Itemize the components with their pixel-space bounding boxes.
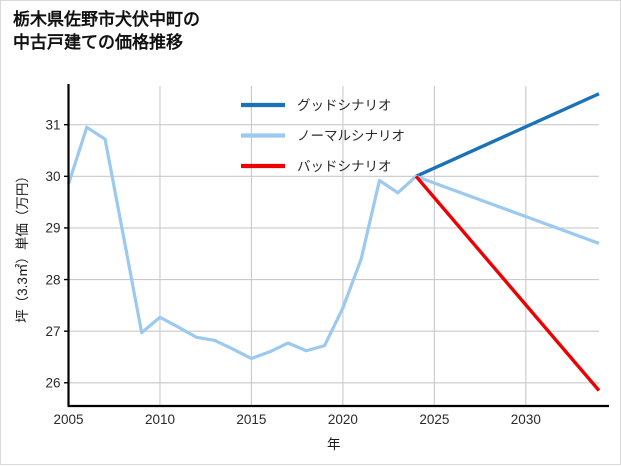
x-tick-label-2015: 2015 bbox=[236, 412, 266, 427]
y-tick-label-30: 30 bbox=[45, 169, 60, 184]
data-series-layer bbox=[66, 92, 601, 392]
x-axis-tick-labels: 2005 2010 2015 2020 2025 2030 bbox=[53, 412, 540, 427]
legend-label-グッドシナリオ: グッドシナリオ bbox=[297, 98, 392, 113]
series-line-バッドシナリオ bbox=[414, 175, 601, 392]
axis-lines bbox=[67, 84, 609, 408]
series-line-グッドシナリオ bbox=[415, 92, 600, 178]
x-tick-label-2005: 2005 bbox=[53, 412, 83, 427]
y-tick-label-26: 26 bbox=[45, 376, 60, 391]
chart-title-line-1: 栃木県佐野市犬伏中町の bbox=[13, 10, 200, 29]
y-axis-tick-labels: 26 27 28 29 30 31 bbox=[45, 118, 69, 391]
y-tick-label-27: 27 bbox=[45, 324, 60, 339]
x-tick-label-2025: 2025 bbox=[419, 412, 449, 427]
x-axis-title: 年 bbox=[327, 437, 341, 452]
series-line-ノーマルシナリオ bbox=[66, 125, 600, 361]
x-axis-title-text: 年 bbox=[327, 437, 341, 452]
x-tick-label-2030: 2030 bbox=[511, 412, 541, 427]
legend-label-ノーマルシナリオ: ノーマルシナリオ bbox=[297, 129, 405, 144]
y-tick-label-29: 29 bbox=[45, 221, 60, 236]
y-tick-label-31: 31 bbox=[45, 118, 60, 133]
horizontal-gridlines bbox=[68, 124, 599, 384]
y-tick-label-28: 28 bbox=[45, 272, 60, 287]
chart-title-line-2: 中古戸建ての価格推移 bbox=[13, 32, 183, 52]
x-tick-label-2020: 2020 bbox=[328, 412, 358, 427]
y-axis-title-text: 坪（3.3㎡）単価（万円） bbox=[15, 169, 30, 323]
x-tick-label-2010: 2010 bbox=[145, 412, 175, 427]
legend-label-バッドシナリオ: バッドシナリオ bbox=[297, 159, 392, 174]
page-title: 栃木県佐野市犬伏中町の 中古戸建ての価格推移 bbox=[13, 9, 200, 54]
y-axis-title: 坪（3.3㎡）単価（万円） bbox=[15, 169, 30, 323]
